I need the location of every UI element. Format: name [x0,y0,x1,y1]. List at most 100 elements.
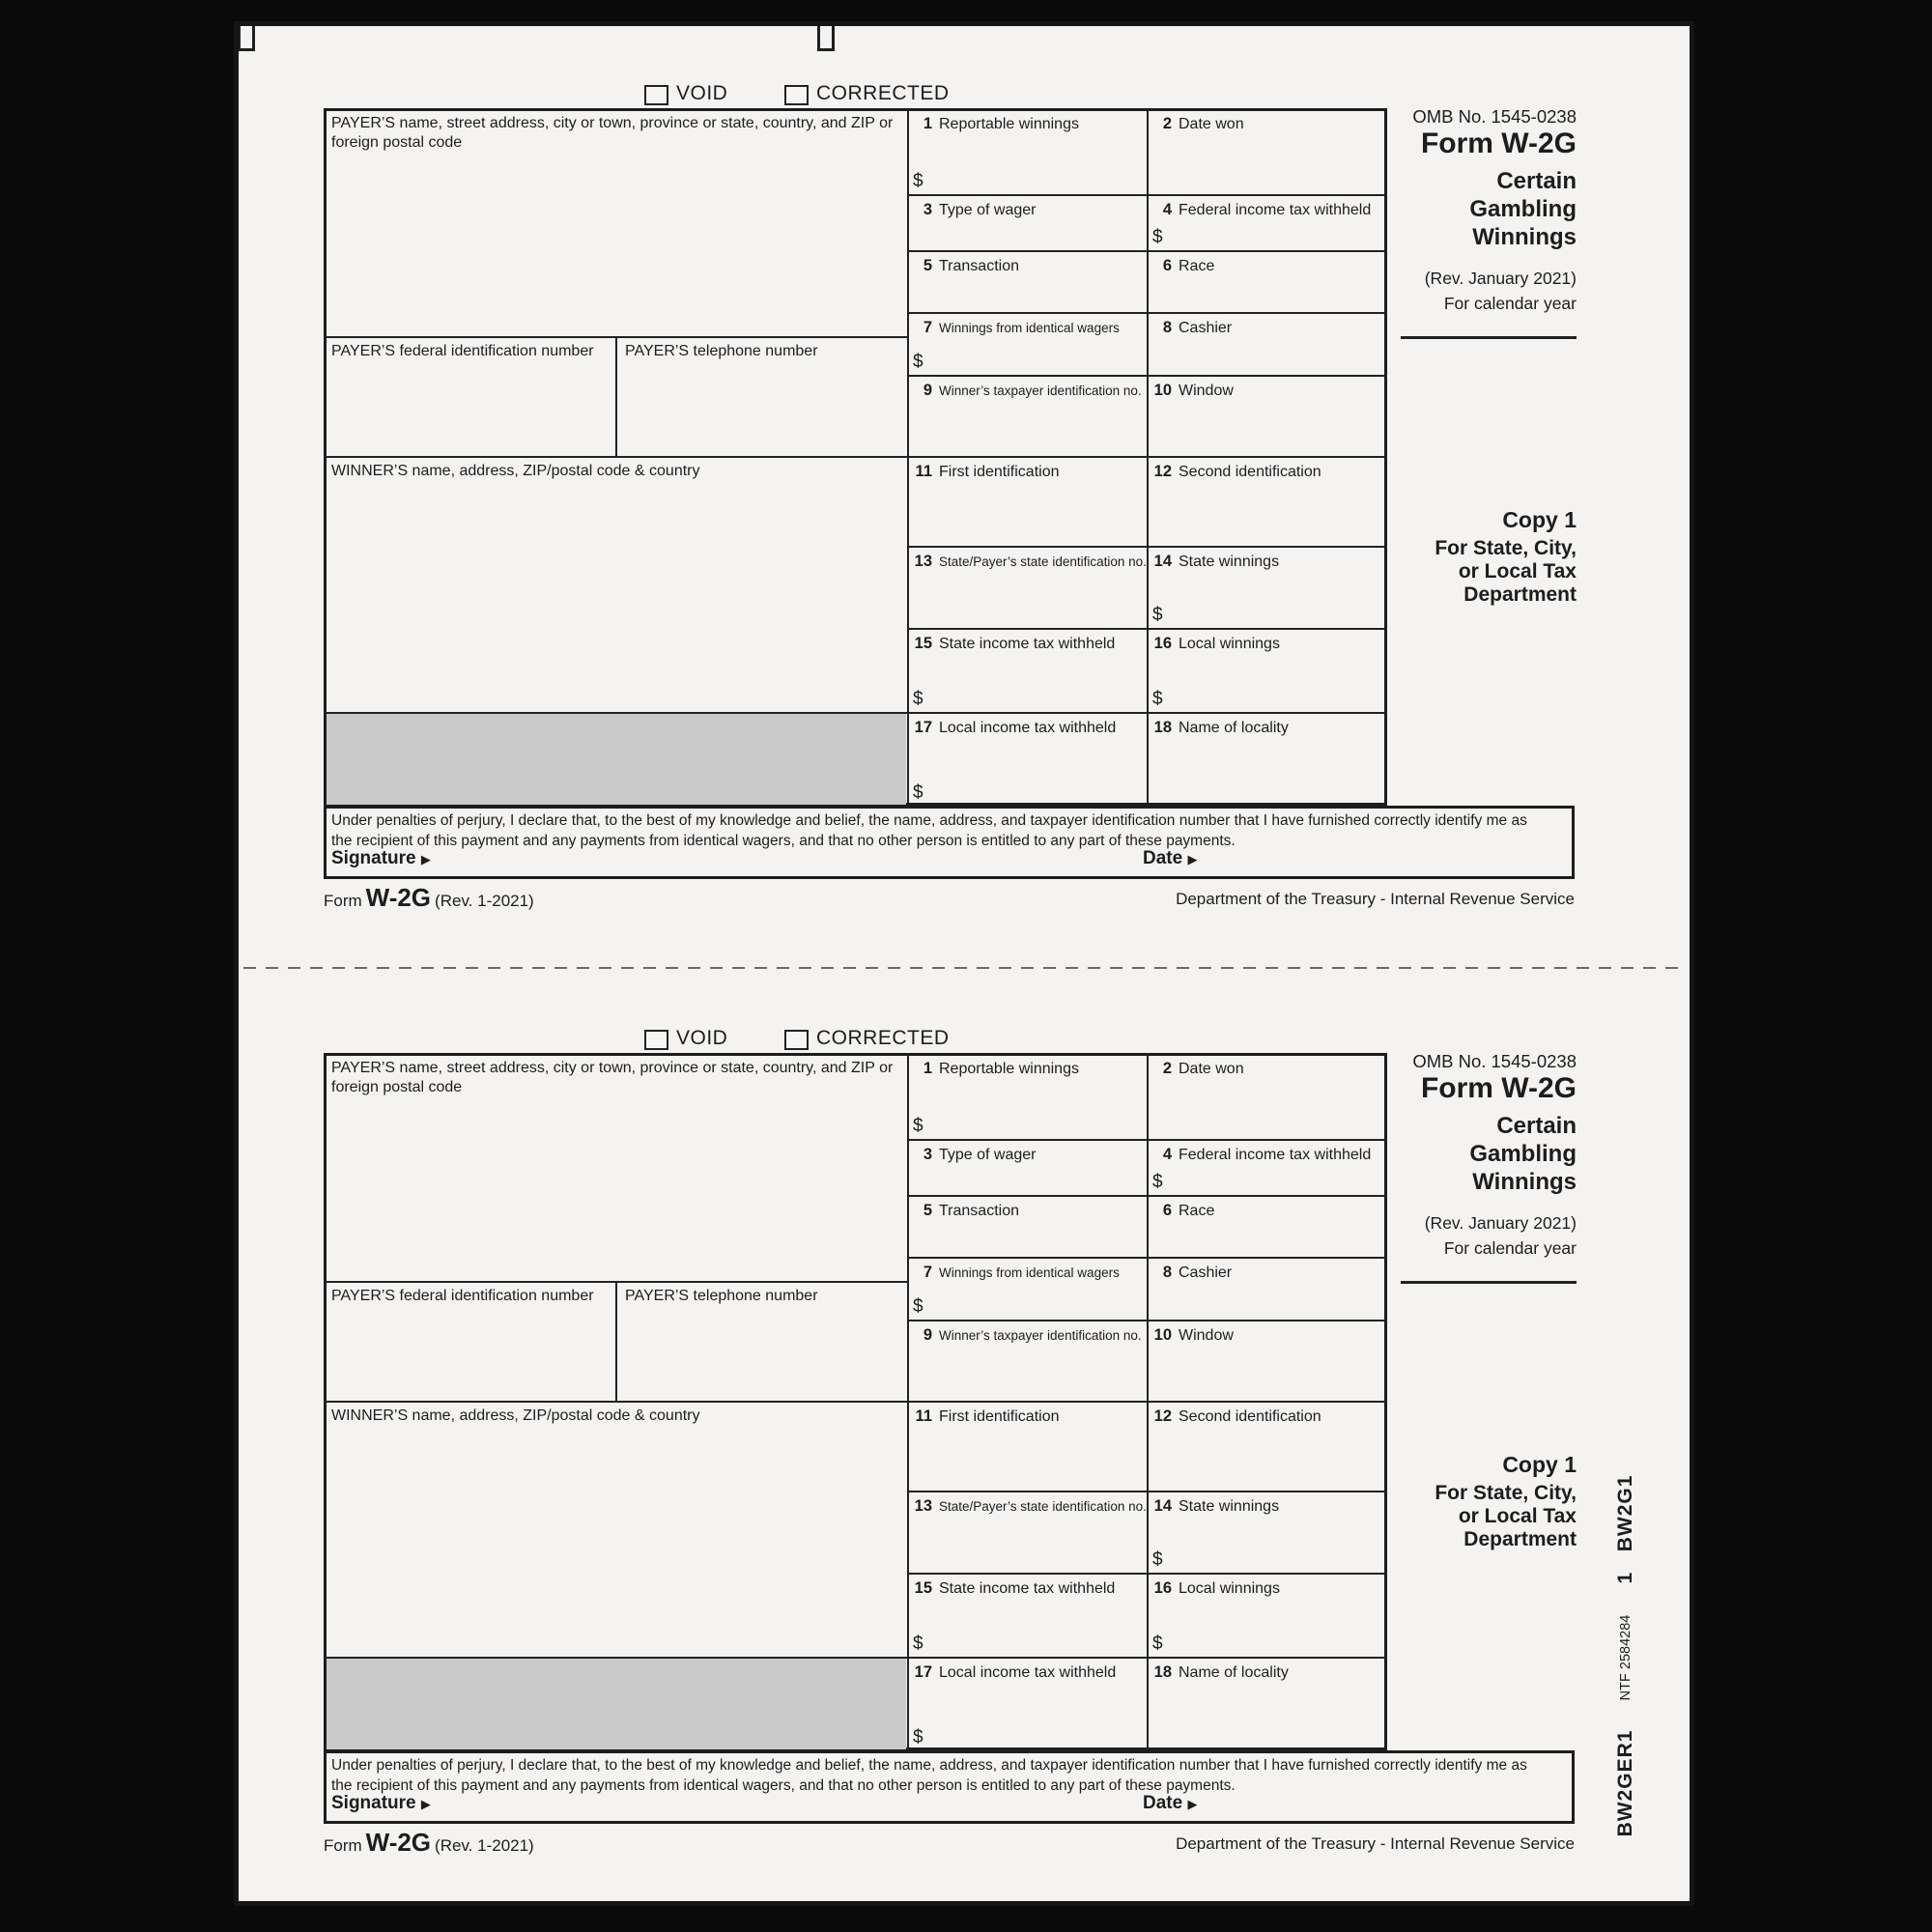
date-field[interactable]: Date ▶ [1143,848,1197,869]
box-14-state-winnings[interactable]: 14 State winnings $ [1147,1491,1387,1573]
box-number: 11 [915,463,932,480]
form-subtitle: Gambling [1469,1141,1577,1167]
corrected-checkbox[interactable] [784,1030,809,1050]
box-9-winner-taxpayer-id[interactable]: 9 Winner’s taxpayer identification no. [907,375,1147,456]
box-4-federal-income-tax-withheld[interactable]: 4 Federal income tax withheld $ [1147,1139,1387,1195]
dollar-sign: $ [1152,1172,1163,1192]
signature-field[interactable]: Signature ▶ [331,848,431,869]
box-5-transaction[interactable]: 5 Transaction [907,250,1147,312]
footer-revision: (Rev. 1-2021) [435,892,534,910]
winner-name-address-field[interactable]: WINNER’S name, address, ZIP/postal code … [324,456,903,712]
box-label: Local winnings [1179,1580,1280,1597]
calendar-year-entry-line[interactable] [1401,1281,1577,1284]
grid-line [324,456,1387,458]
box-13-state-payer-state-id[interactable]: 13 State/Payer’s state identification no. [907,546,1147,628]
box-3-type-of-wager[interactable]: 3 Type of wager [907,194,1147,250]
box-2-date-won[interactable]: 2 Date won [1147,108,1387,194]
grid-line [615,1281,617,1401]
box-12-second-identification[interactable]: 12 Second identification [1147,1401,1387,1491]
payer-telephone-field[interactable]: PAYER’S telephone number [617,1281,905,1401]
box-label: Federal income tax withheld [1179,202,1372,218]
box-label: Window [1179,383,1234,399]
box-11-first-identification[interactable]: 11 First identification [907,456,1147,546]
box-label: State winnings [1179,554,1280,570]
grid-line [324,1401,1387,1403]
box-16-local-winnings[interactable]: 16 Local winnings $ [1147,628,1387,712]
box-5-transaction[interactable]: 5 Transaction [907,1195,1147,1257]
dollar-sign: $ [913,782,923,803]
box-10-window[interactable]: 10 Window [1147,1320,1387,1401]
box-13-state-payer-state-id[interactable]: 13 State/Payer’s state identification no. [907,1491,1147,1573]
box-2-date-won[interactable]: 2 Date won [1147,1053,1387,1139]
box-7-winnings-identical-wagers[interactable]: 7 Winnings from identical wagers $ [907,1257,1147,1320]
box-label: State/Payer’s state identification no. [939,1499,1147,1514]
dollar-sign: $ [913,1296,923,1317]
dollar-sign: $ [913,1116,923,1136]
box-number: 9 [923,1326,932,1344]
revision-date: (Rev. January 2021) [1424,1213,1577,1233]
payer-telephone-field[interactable]: PAYER’S telephone number [617,336,905,456]
winner-name-address-field[interactable]: WINNER’S name, address, ZIP/postal code … [324,1401,903,1657]
box-number: 2 [1162,115,1172,132]
box-8-cashier[interactable]: 8 Cashier [1147,1257,1387,1320]
box-6-race[interactable]: 6 Race [1147,1195,1387,1257]
payer-federal-id-field[interactable]: PAYER’S federal identification number [324,336,613,456]
payer-telephone-label: PAYER’S telephone number [625,1288,818,1304]
void-checkbox[interactable] [644,85,668,105]
box-11-first-identification[interactable]: 11 First identification [907,1401,1147,1491]
box-number: 11 [915,1407,932,1425]
box-number: 9 [923,382,932,399]
form-subtitle: Winnings [1472,1169,1577,1195]
footer-form-number: W-2G [365,883,432,912]
box-6-race[interactable]: 6 Race [1147,250,1387,312]
date-field[interactable]: Date ▶ [1143,1793,1197,1814]
copy-for-line: For State, City, [1435,537,1577,559]
box-14-state-winnings[interactable]: 14 State winnings $ [1147,546,1387,628]
box-9-winner-taxpayer-id[interactable]: 9 Winner’s taxpayer identification no. [907,1320,1147,1401]
footer-form-number: W-2G [365,1828,432,1857]
void-checkbox[interactable] [644,1030,668,1050]
payer-name-address-field[interactable]: PAYER’S name, street address, city or to… [324,1053,903,1281]
box-1-reportable-winnings[interactable]: 1 Reportable winnings $ [907,108,1147,194]
box-18-name-of-locality[interactable]: 18 Name of locality [1147,1657,1387,1750]
calendar-year-entry-line[interactable] [1401,336,1577,339]
box-label: State/Payer’s state identification no. [939,554,1147,569]
box-8-cashier[interactable]: 8 Cashier [1147,312,1387,375]
box-number: 7 [923,319,932,336]
box-number: 1 [923,115,932,132]
box-number: 5 [923,257,932,274]
shaded-unused-area [327,714,906,805]
signature-field[interactable]: Signature ▶ [331,1793,431,1814]
box-label: Cashier [1179,320,1233,336]
box-17-local-income-tax-withheld[interactable]: 17 Local income tax withheld $ [907,1657,1147,1750]
box-7-winnings-identical-wagers[interactable]: 7 Winnings from identical wagers $ [907,312,1147,375]
footer-form-id: Form W-2G (Rev. 1-2021) [324,883,534,913]
payer-name-address-label: PAYER’S name, street address, city or to… [331,1060,894,1095]
payer-name-address-field[interactable]: PAYER’S name, street address, city or to… [324,108,903,336]
box-4-federal-income-tax-withheld[interactable]: 4 Federal income tax withheld $ [1147,194,1387,250]
corrected-checkbox[interactable] [784,85,809,105]
copy-for-line: Department [1463,1528,1577,1550]
box-12-second-identification[interactable]: 12 Second identification [1147,456,1387,546]
box-10-window[interactable]: 10 Window [1147,375,1387,456]
box-17-local-income-tax-withheld[interactable]: 17 Local income tax withheld $ [907,712,1147,806]
winner-name-address-label: WINNER’S name, address, ZIP/postal code … [331,1407,700,1424]
box-3-type-of-wager[interactable]: 3 Type of wager [907,1139,1147,1195]
payer-name-address-label: PAYER’S name, street address, city or to… [331,115,894,151]
corrected-label: CORRECTED [816,82,950,104]
print-code-plate-number: 1 BW2G1 [1614,1474,1636,1584]
box-15-state-income-tax-withheld[interactable]: 15 State income tax withheld $ [907,1573,1147,1657]
box-1-reportable-winnings[interactable]: 1 Reportable winnings $ [907,1053,1147,1139]
box-16-local-winnings[interactable]: 16 Local winnings $ [1147,1573,1387,1657]
box-15-state-income-tax-withheld[interactable]: 15 State income tax withheld $ [907,628,1147,712]
payer-federal-id-field[interactable]: PAYER’S federal identification number [324,1281,613,1401]
perjury-signature-box [324,1750,1575,1824]
perjury-statement: Under penalties of perjury, I declare th… [331,812,1527,849]
print-code-ntf-number: NTF 2584284 [1618,1614,1634,1701]
grid-line [324,1657,1387,1659]
box-label: Date won [1179,116,1244,132]
box-18-name-of-locality[interactable]: 18 Name of locality [1147,712,1387,806]
form-subtitle: Certain [1496,168,1577,194]
footer-department: Department of the Treasury - Internal Re… [1176,1834,1575,1853]
box-number: 3 [923,201,932,218]
